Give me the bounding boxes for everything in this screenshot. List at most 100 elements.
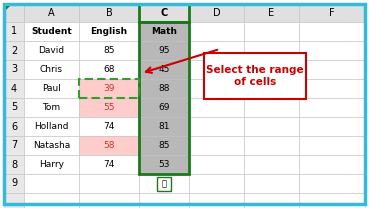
Text: 69: 69	[158, 103, 170, 112]
Text: Natasha: Natasha	[33, 141, 70, 150]
Text: Harry: Harry	[39, 160, 64, 169]
Text: Math: Math	[151, 27, 177, 36]
Text: 39: 39	[103, 84, 115, 93]
Bar	[79, 4, 139, 22]
Text: 45: 45	[158, 65, 170, 74]
Bar	[24, 4, 79, 22]
Bar	[24, 117, 79, 136]
Text: 2: 2	[11, 46, 17, 56]
Text: Chris: Chris	[40, 65, 63, 74]
Bar	[139, 117, 189, 136]
Bar	[189, 193, 244, 208]
Bar	[79, 79, 139, 98]
Bar	[299, 79, 365, 98]
Text: 3: 3	[11, 64, 17, 74]
Bar	[299, 117, 365, 136]
Text: 74: 74	[103, 122, 115, 131]
Text: A: A	[48, 8, 55, 18]
Text: 74: 74	[103, 160, 115, 169]
Text: Paul: Paul	[42, 84, 61, 93]
Bar	[139, 41, 189, 60]
Bar	[244, 79, 299, 98]
Text: 88: 88	[158, 84, 170, 93]
Bar	[79, 41, 139, 60]
Bar	[189, 155, 244, 174]
Bar	[189, 79, 244, 98]
Bar	[4, 60, 24, 79]
Bar	[139, 60, 189, 79]
Bar	[79, 22, 139, 41]
Text: 1: 1	[11, 26, 17, 36]
Bar	[299, 41, 365, 60]
Bar	[24, 136, 79, 155]
Text: 68: 68	[103, 65, 115, 74]
Bar	[189, 41, 244, 60]
Bar	[24, 155, 79, 174]
Bar	[244, 22, 299, 41]
Bar	[4, 4, 24, 22]
Bar	[4, 193, 24, 208]
Text: English: English	[90, 27, 128, 36]
Bar	[189, 4, 244, 22]
Bar	[139, 4, 189, 22]
Text: Select the range
of cells: Select the range of cells	[206, 65, 304, 87]
Bar	[244, 41, 299, 60]
Bar	[4, 136, 24, 155]
Bar	[24, 98, 79, 117]
Bar	[79, 136, 139, 155]
Bar	[79, 174, 139, 193]
Bar	[244, 174, 299, 193]
Bar	[24, 22, 79, 41]
Text: 58: 58	[103, 141, 115, 150]
Bar	[79, 60, 139, 79]
Text: 8: 8	[11, 160, 17, 170]
Bar	[157, 177, 171, 191]
Text: 85: 85	[158, 141, 170, 150]
Text: 53: 53	[158, 160, 170, 169]
Bar	[139, 193, 189, 208]
Bar	[139, 98, 189, 117]
Bar	[139, 4, 189, 22]
Bar	[139, 22, 189, 41]
Bar	[79, 155, 139, 174]
Bar	[4, 117, 24, 136]
Text: D: D	[213, 8, 220, 18]
Bar	[189, 98, 244, 117]
Bar	[299, 22, 365, 41]
Bar	[79, 79, 139, 98]
Bar	[189, 174, 244, 193]
Text: Holland: Holland	[34, 122, 69, 131]
Bar	[139, 136, 189, 155]
Bar	[299, 98, 365, 117]
Bar	[244, 98, 299, 117]
Bar	[189, 136, 244, 155]
Bar	[4, 22, 24, 41]
Bar	[4, 79, 24, 98]
Bar	[139, 22, 189, 174]
Text: 9: 9	[11, 178, 17, 188]
Bar	[299, 4, 365, 22]
Bar	[244, 155, 299, 174]
Bar	[244, 4, 299, 22]
Text: F: F	[329, 8, 335, 18]
Bar	[139, 155, 189, 174]
FancyBboxPatch shape	[204, 53, 306, 99]
Text: 85: 85	[103, 46, 115, 55]
Bar	[299, 136, 365, 155]
Bar	[4, 174, 24, 193]
Bar	[189, 117, 244, 136]
Bar	[299, 174, 365, 193]
Bar	[24, 41, 79, 60]
Bar	[24, 79, 79, 98]
Text: 4: 4	[11, 83, 17, 94]
Bar	[299, 193, 365, 208]
Polygon shape	[4, 4, 12, 12]
Bar	[24, 174, 79, 193]
Bar	[139, 79, 189, 98]
Text: Student: Student	[31, 27, 72, 36]
Bar	[79, 117, 139, 136]
Text: B: B	[106, 8, 113, 18]
Text: 5: 5	[11, 103, 17, 113]
Bar	[189, 22, 244, 41]
Text: E: E	[268, 8, 275, 18]
